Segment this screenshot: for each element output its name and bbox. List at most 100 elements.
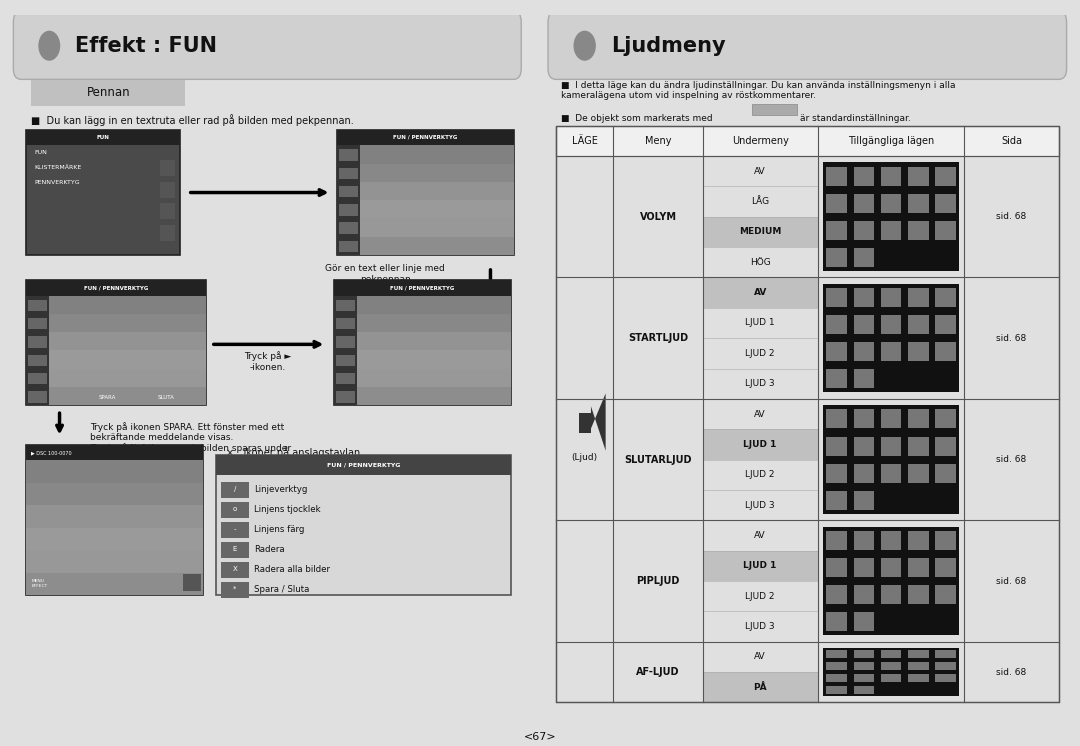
Bar	[853, 410, 874, 428]
Text: -: -	[233, 526, 237, 532]
Text: Ljudmeny: Ljudmeny	[611, 36, 726, 56]
Bar	[357, 314, 511, 332]
Text: <67>: <67>	[524, 733, 556, 742]
Bar	[753, 104, 797, 115]
Bar	[26, 483, 203, 505]
Bar	[28, 354, 48, 366]
Bar	[826, 531, 847, 550]
Bar	[908, 288, 929, 307]
Bar	[357, 332, 511, 351]
Bar	[908, 342, 929, 361]
Bar	[826, 491, 847, 510]
Bar	[826, 410, 847, 428]
Text: Gör en text eller linje med
pekpennan: Gör en text eller linje med pekpennan	[325, 264, 445, 283]
Bar	[26, 280, 205, 295]
Text: X: X	[232, 566, 238, 572]
Bar	[336, 318, 355, 330]
Text: E: E	[233, 546, 238, 552]
Bar	[935, 166, 956, 186]
Bar	[702, 672, 818, 703]
Text: LÅG: LÅG	[751, 197, 769, 206]
Bar	[357, 387, 511, 405]
Text: LÄGE: LÄGE	[571, 136, 597, 146]
Text: AV: AV	[754, 653, 766, 662]
Bar	[881, 194, 902, 213]
Bar	[853, 166, 874, 186]
Text: Spara / Sluta: Spara / Sluta	[255, 585, 310, 594]
Bar	[826, 166, 847, 186]
Bar	[336, 373, 355, 384]
Bar	[881, 342, 902, 361]
Bar	[853, 464, 874, 483]
Text: LJUD 3: LJUD 3	[745, 622, 775, 631]
Bar	[908, 558, 929, 577]
Text: Linjens färg: Linjens färg	[255, 524, 305, 533]
Bar	[556, 126, 1058, 703]
Text: /: /	[233, 486, 237, 492]
Bar	[360, 182, 514, 200]
Text: Linjeverktyg: Linjeverktyg	[255, 485, 308, 494]
Bar	[853, 662, 874, 671]
Bar	[881, 464, 902, 483]
Bar	[28, 336, 48, 348]
Bar	[357, 295, 511, 314]
Bar	[935, 410, 956, 428]
Bar	[881, 531, 902, 550]
Bar	[360, 236, 514, 255]
Bar	[160, 160, 175, 176]
Text: HÖG: HÖG	[750, 258, 770, 267]
Bar	[881, 436, 902, 456]
Bar	[935, 221, 956, 239]
Text: Undermeny: Undermeny	[732, 136, 788, 146]
Bar	[28, 300, 48, 311]
Text: Radera: Radera	[255, 545, 285, 554]
Bar	[881, 650, 902, 658]
Bar	[50, 351, 205, 369]
Text: AV: AV	[754, 166, 766, 175]
Text: Linjens tjocklek: Linjens tjocklek	[255, 505, 321, 514]
Bar	[853, 315, 874, 334]
Bar	[908, 464, 929, 483]
Text: sid. 68: sid. 68	[997, 212, 1027, 222]
Bar	[50, 369, 205, 387]
Text: LJUD 3: LJUD 3	[745, 501, 775, 510]
Text: Effekt : FUN: Effekt : FUN	[75, 36, 217, 56]
Bar	[26, 460, 203, 595]
Text: Tillgängliga lägen: Tillgängliga lägen	[848, 136, 934, 146]
Bar	[26, 280, 205, 405]
Bar	[826, 369, 847, 389]
Bar	[881, 166, 902, 186]
Polygon shape	[591, 393, 606, 451]
Text: LJUD 3: LJUD 3	[745, 379, 775, 388]
Bar	[908, 650, 929, 658]
Bar	[853, 612, 874, 631]
Bar	[881, 410, 902, 428]
Bar	[28, 373, 48, 384]
Bar	[853, 558, 874, 577]
Bar	[908, 531, 929, 550]
Text: SLUTA: SLUTA	[158, 395, 175, 400]
Bar	[935, 558, 956, 577]
Text: SPARA: SPARA	[98, 395, 116, 400]
Text: FUN / PENNVERKTYG: FUN / PENNVERKTYG	[390, 285, 455, 290]
Bar	[702, 217, 818, 247]
Text: PENNVERKTYG: PENNVERKTYG	[33, 180, 80, 185]
Bar	[826, 558, 847, 577]
Text: *: *	[233, 586, 237, 592]
Bar	[580, 413, 591, 433]
Bar	[881, 585, 902, 604]
Bar	[28, 391, 48, 403]
Bar	[826, 686, 847, 695]
Text: LJUD 1: LJUD 1	[743, 440, 777, 449]
Text: FUN: FUN	[33, 149, 46, 154]
Text: ■  Du kan lägg in en textruta eller rad på bilden med pekpennan.: ■ Du kan lägg in en textruta eller rad p…	[31, 113, 354, 125]
Bar	[360, 219, 514, 236]
Text: AV: AV	[754, 288, 767, 297]
Bar	[26, 527, 203, 550]
Bar	[50, 332, 205, 351]
Bar	[853, 288, 874, 307]
FancyBboxPatch shape	[31, 80, 186, 106]
Bar	[935, 194, 956, 213]
Bar	[360, 145, 514, 163]
Bar	[826, 221, 847, 239]
